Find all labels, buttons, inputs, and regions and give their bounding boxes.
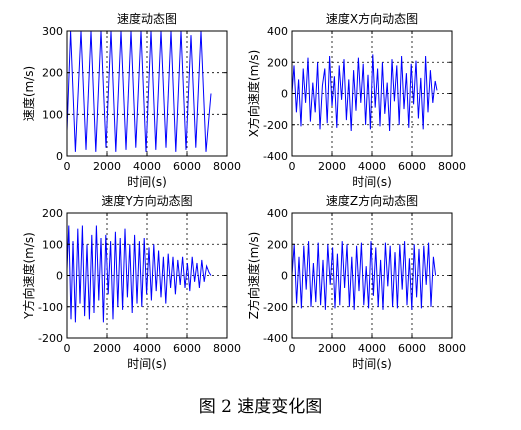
- figure-caption: 图 2 速度变化图: [198, 397, 323, 417]
- x-tick-label: 8000: [213, 160, 241, 173]
- x-tick-label: 2000: [318, 342, 346, 355]
- x-tick-label: 8000: [213, 342, 241, 355]
- chart-panel-4: 0 2000 4000 6000 8000 -400 -200 0 200 400 速度Z方向动态图…: [246, 193, 466, 371]
- x-axis-label: 时间(s): [352, 357, 392, 371]
- y-tick-label: -400: [263, 150, 288, 163]
- x-tick-label: 8000: [438, 160, 466, 173]
- y-tick-label: 0: [56, 270, 63, 283]
- x-tick-label: 0: [64, 160, 71, 173]
- y-tick-label: -200: [38, 332, 63, 345]
- chart-title: 速度动态图: [117, 11, 177, 26]
- x-axis-label: 时间(s): [127, 357, 167, 371]
- y-tick-label: 0: [56, 150, 63, 163]
- x-tick-label: 2000: [93, 342, 121, 355]
- x-tick-label: 0: [289, 160, 296, 173]
- x-tick-label: 2000: [93, 160, 121, 173]
- y-tick-label: 200: [267, 56, 288, 69]
- y-tick-label: -400: [263, 332, 288, 345]
- x-tick-label: 6000: [398, 160, 426, 173]
- y-tick-label: -200: [263, 119, 288, 132]
- y-axis-label: X方向速度(m/s): [246, 50, 261, 138]
- y-axis-label: 速度(m/s): [21, 66, 36, 121]
- y-tick-label: 0: [281, 270, 288, 283]
- x-tick-label: 6000: [173, 342, 201, 355]
- y-tick-label: 400: [267, 207, 288, 220]
- y-tick-label: 300: [42, 25, 63, 38]
- x-tick-label: 4000: [133, 160, 161, 173]
- x-tick-label: 4000: [358, 160, 386, 173]
- y-tick-label: 0: [281, 88, 288, 101]
- chart-title: 速度Z方向动态图: [326, 193, 418, 208]
- x-tick-label: 4000: [358, 342, 386, 355]
- y-tick-label: 100: [42, 238, 63, 251]
- y-tick-label: 200: [42, 67, 63, 80]
- y-axis-label: Y方向速度(m/s): [21, 232, 36, 320]
- series-line-1: [291, 241, 437, 310]
- chart-title: 速度X方向动态图: [326, 11, 418, 26]
- chart-panel-3: 0 2000 4000 6000 8000 -200 -100 0 100 200 速度Y方向动态图…: [21, 193, 241, 371]
- x-axis-label: 时间(s): [127, 175, 167, 189]
- y-tick-label: -200: [263, 301, 288, 314]
- x-tick-label: 8000: [438, 342, 466, 355]
- y-axis-label: Z方向速度(m/s): [246, 232, 261, 320]
- y-tick-label: 400: [267, 25, 288, 38]
- figure: 0 2000 4000 6000 80000100200300速度动态图时间(s)速度(…: [21, 11, 466, 371]
- y-tick-label: 100: [42, 108, 63, 121]
- chart-panel-2: 0 2000 4000 6000 8000 -400 -200 0 200 400 速度X方向动态图…: [246, 11, 466, 189]
- x-tick-label: 4000: [133, 342, 161, 355]
- x-axis-label: 时间(s): [352, 175, 392, 189]
- x-tick-label: 6000: [398, 342, 426, 355]
- x-tick-label: 0: [289, 342, 296, 355]
- series-line-1: [291, 54, 438, 132]
- y-tick-label: -100: [38, 301, 63, 314]
- series-line-1: [66, 225, 212, 323]
- x-tick-label: 2000: [318, 160, 346, 173]
- y-tick-label: 200: [267, 238, 288, 251]
- chart-title: 速度Y方向动态图: [101, 193, 192, 208]
- y-tick-label: 200: [42, 207, 63, 220]
- x-tick-label: 6000: [173, 160, 201, 173]
- series-line-1: [66, 30, 212, 152]
- x-tick-label: 0: [64, 342, 71, 355]
